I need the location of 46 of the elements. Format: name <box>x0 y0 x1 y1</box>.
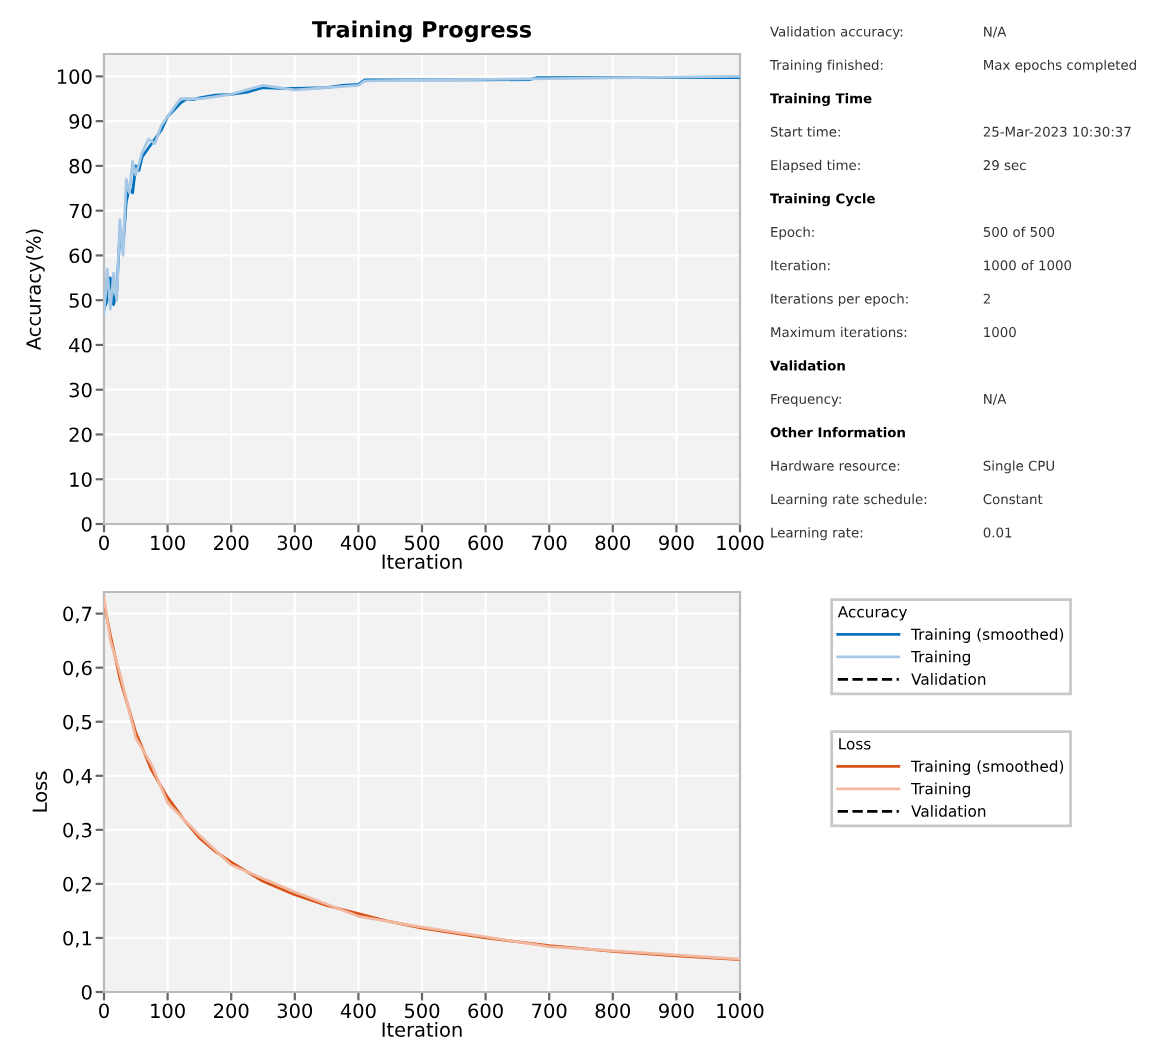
y-tick-label: 0,2 <box>63 876 91 894</box>
x-tick-label: 0 <box>99 535 109 551</box>
x-tick-label: 0 <box>99 1003 109 1019</box>
y-tick-label: 0,3 <box>63 822 92 840</box>
x-tick-label: 600 <box>468 535 503 551</box>
y-tick-label: 0,5 <box>63 714 92 732</box>
y-tick-label: 10 <box>70 472 92 487</box>
x-tick-label: 300 <box>277 1003 313 1019</box>
y-tick-label: 60 <box>69 248 92 264</box>
x-tick-label: 200 <box>214 1003 249 1019</box>
y-tick-label: 50 <box>69 293 92 308</box>
x-tick-label: 100 <box>151 1003 185 1019</box>
y-tick-label: 70 <box>69 203 92 219</box>
x-tick-label: 600 <box>468 1003 503 1019</box>
x-tick-label: 400 <box>340 535 376 551</box>
x-tick-label: 800 <box>595 1003 631 1019</box>
y-tick-label: 0 <box>81 984 92 1000</box>
y-tick-label: 0,6 <box>63 660 92 678</box>
x-tick-label: 200 <box>214 535 249 551</box>
x-tick-label: 900 <box>659 535 694 551</box>
y-tick-label: 0,1 <box>63 930 92 948</box>
y-tick-label: 90 <box>69 114 92 129</box>
y-tick-label: 20 <box>69 427 92 443</box>
y-tick-label: 0 <box>81 516 92 532</box>
y-tick-label: 0,4 <box>63 768 92 786</box>
y-tick-label: 80 <box>69 158 92 174</box>
x-tick-label: 100 <box>151 535 185 551</box>
x-axis-title: Iteration <box>382 1021 462 1037</box>
y-tick-label: 40 <box>69 337 92 353</box>
x-tick-label: 500 <box>404 535 440 551</box>
x-tick-label: 400 <box>340 1003 376 1019</box>
y-axis-title: Loss <box>32 771 48 812</box>
x-axis-title: Iteration <box>382 553 462 569</box>
y-tick-label: 100 <box>57 69 92 85</box>
x-tick-label: 800 <box>595 535 631 551</box>
y-tick-label: 0,7 <box>63 606 92 624</box>
x-tick-label: 700 <box>532 535 567 551</box>
x-tick-label: 1000 <box>717 1003 764 1019</box>
y-tick-label: 30 <box>69 382 92 398</box>
x-tick-label: 700 <box>532 1003 567 1019</box>
y-axis-title: Accuracy(%) <box>25 229 45 351</box>
x-tick-label: 300 <box>277 535 313 551</box>
x-tick-label: 900 <box>659 1003 694 1019</box>
x-tick-label: 500 <box>404 1003 440 1019</box>
x-tick-label: 1000 <box>717 535 764 551</box>
chart-title: Training Progress <box>312 20 531 43</box>
